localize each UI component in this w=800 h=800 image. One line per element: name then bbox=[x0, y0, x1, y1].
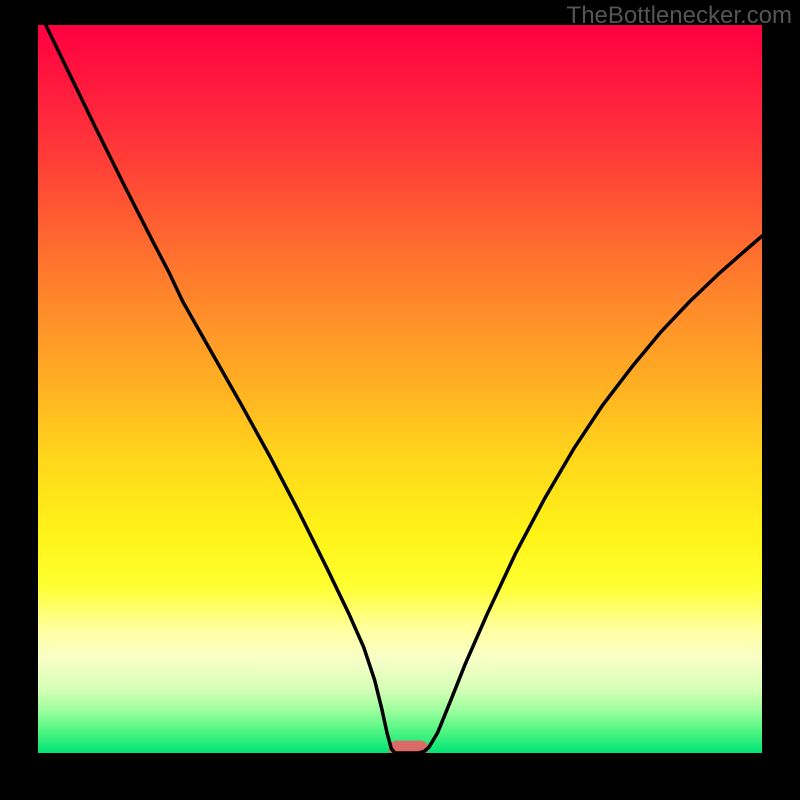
bottleneck-curve-chart bbox=[0, 0, 800, 800]
watermark-text: TheBottlenecker.com bbox=[567, 2, 792, 30]
gradient-background bbox=[38, 25, 762, 753]
chart-container: TheBottlenecker.com bbox=[0, 0, 800, 800]
